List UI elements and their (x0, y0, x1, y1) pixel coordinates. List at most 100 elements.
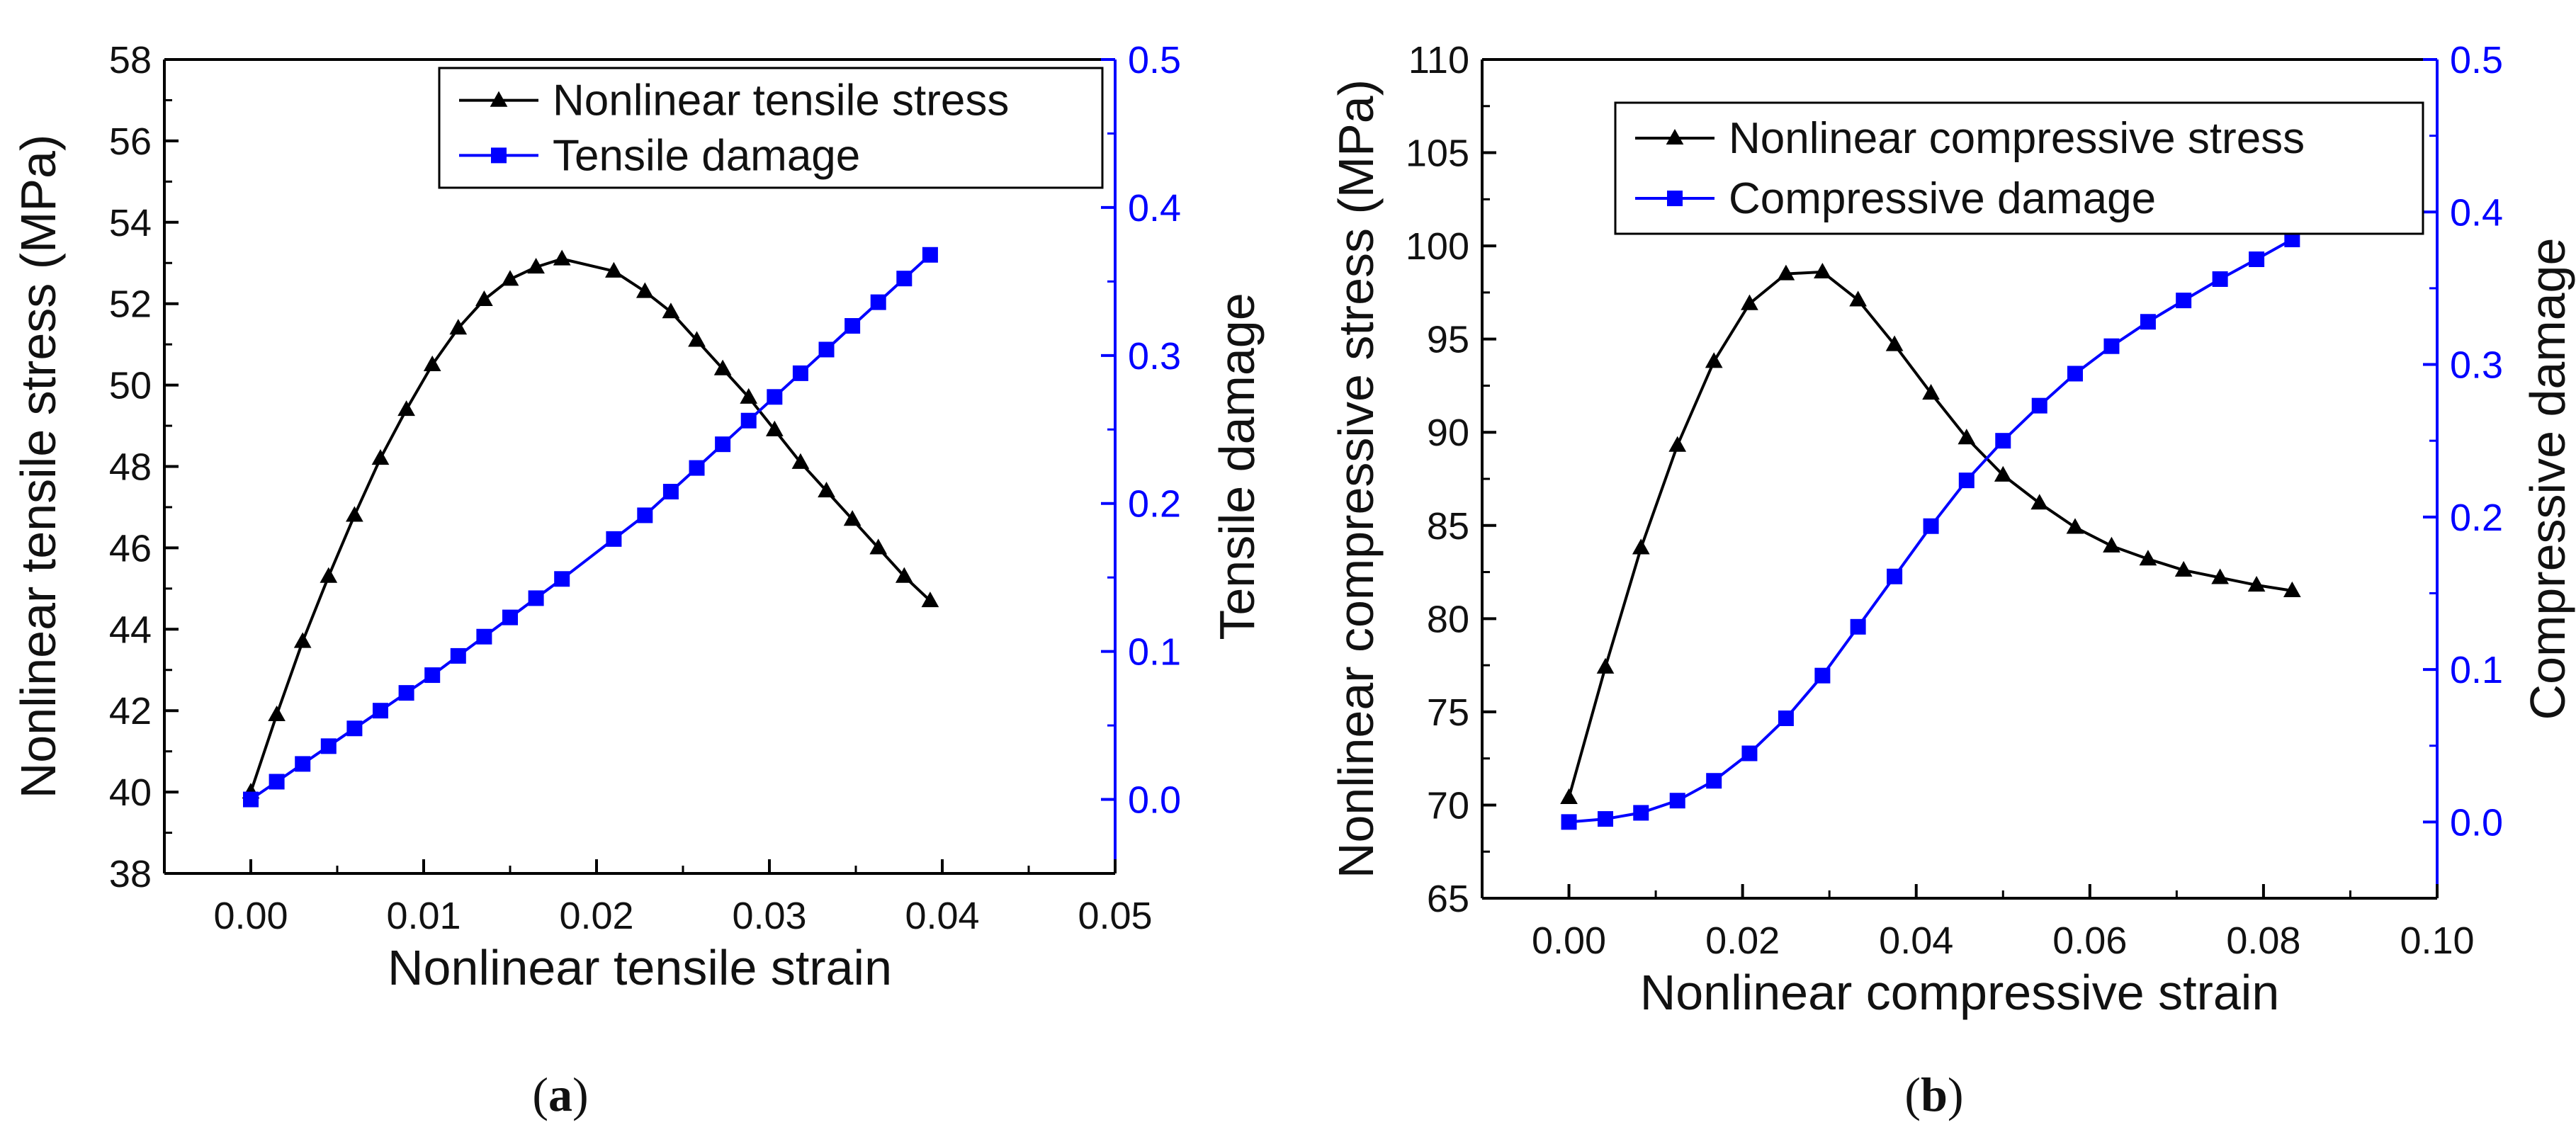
data-point-triangle (1885, 335, 1904, 351)
y-tick-label: 110 (1408, 39, 1469, 81)
y2-axis-title: Compressive damage (2520, 238, 2575, 720)
caption-paren-open: ( (1904, 1068, 1921, 1121)
data-point-triangle (1922, 383, 1940, 400)
data-point-square (1561, 814, 1577, 830)
data-point-square (269, 774, 285, 790)
x-tick-label: 0.08 (2226, 919, 2300, 962)
data-point-square (2067, 366, 2083, 382)
chart-a: 0.00 0.01 0.02 0.03 0.04 0.05 38 40 42 44 46 48 50 52… (11, 39, 1265, 1121)
data-point-triangle (688, 331, 706, 347)
data-point-square (502, 609, 518, 626)
y-tick-label: 52 (109, 283, 152, 326)
data-point-square (450, 647, 466, 664)
legend: Nonlinear tensile stress Tensile damage (438, 67, 1104, 189)
data-point-square (818, 341, 835, 358)
data-point-square (637, 507, 653, 523)
legend-marker-square (1667, 191, 1683, 207)
series-line (249, 257, 932, 793)
data-point-square (373, 703, 388, 719)
y-tick-label: 80 (1427, 598, 1469, 640)
y-tick-label: 58 (109, 39, 152, 81)
series-damage (1561, 232, 2300, 830)
data-point-triangle (1777, 264, 1795, 281)
data-point-square (554, 571, 570, 587)
data-point-triangle (1596, 657, 1615, 674)
data-point-triangle (527, 257, 545, 274)
y-tick-label: 56 (109, 120, 152, 163)
y2-tick-label: 0.1 (1128, 631, 1181, 674)
data-point-square (606, 531, 622, 547)
x-axis-title: Nonlinear compressive strain (1640, 965, 2280, 1020)
data-point-triangle (1814, 262, 1831, 279)
data-point-square (320, 738, 337, 754)
x-tick-label: 0.03 (732, 895, 806, 937)
data-point-square (2212, 271, 2228, 287)
data-point-triangle (371, 449, 390, 465)
data-point-triangle (397, 400, 415, 417)
data-point-square (2103, 338, 2120, 354)
data-point-triangle (268, 705, 286, 722)
series-stress (242, 249, 939, 799)
y-tick-label: 70 (1427, 784, 1469, 827)
data-point-triangle (320, 567, 338, 583)
data-point-triangle (921, 592, 939, 608)
data-point-square (2176, 293, 2192, 309)
data-point-square (2031, 397, 2047, 414)
x-tick-label: 0.04 (1879, 919, 1953, 962)
y-tick-label: 85 (1427, 505, 1469, 548)
data-point-triangle (740, 387, 758, 404)
y-tick-label: 48 (109, 446, 152, 489)
y2-tick-label: 0.0 (2450, 801, 2503, 844)
caption-paren-close: ) (572, 1068, 589, 1121)
data-point-square (1923, 518, 1939, 534)
data-point-triangle (662, 302, 680, 319)
data-point-square (662, 484, 679, 500)
y-tick-label: 38 (109, 853, 152, 895)
data-point-square (1706, 773, 1722, 789)
y-tick-label: 100 (1406, 225, 1469, 268)
series-line (1567, 270, 2293, 798)
series-stress (1560, 262, 2301, 805)
x-tick-label: 0.06 (2052, 919, 2127, 962)
data-point-triangle (1668, 436, 1687, 452)
data-point-square (398, 685, 414, 701)
data-point-square (1598, 811, 1614, 827)
data-point-triangle (818, 481, 835, 498)
data-point-square (528, 590, 544, 606)
x-tick-label: 0.05 (1078, 895, 1152, 937)
caption-letter: b (1921, 1068, 1948, 1121)
data-point-triangle (1958, 429, 1976, 445)
data-point-triangle (2139, 550, 2157, 566)
x-axis-title: Nonlinear tensile strain (388, 940, 892, 995)
data-point-triangle (346, 506, 363, 522)
data-point-triangle (1849, 290, 1867, 307)
x-tick-label: 0.10 (2400, 919, 2474, 962)
y-tick-label: 54 (109, 202, 152, 244)
data-point-triangle (2283, 581, 2301, 597)
x-tick-label: 0.00 (213, 895, 288, 937)
data-point-square (715, 436, 731, 453)
data-point-triangle (713, 359, 732, 375)
data-point-triangle (2174, 560, 2193, 577)
data-point-square (424, 667, 441, 684)
data-point-triangle (1632, 538, 1650, 555)
data-point-square (1741, 745, 1758, 762)
data-point-triangle (2211, 568, 2229, 584)
data-point-square (792, 365, 808, 381)
data-point-triangle (1741, 294, 1758, 310)
data-point-triangle (553, 249, 571, 266)
series-damage (243, 247, 938, 808)
data-point-square (1850, 618, 1866, 635)
legend-label: Nonlinear compressive stress (1729, 114, 2305, 163)
data-point-triangle (1705, 352, 1723, 368)
data-point-triangle (605, 261, 623, 278)
data-point-square (1669, 793, 1685, 809)
legend-box (1614, 101, 2424, 235)
data-point-square (1887, 568, 1903, 584)
data-point-square (1814, 667, 1831, 684)
y2-axis-title: Tensile damage (1209, 293, 1265, 640)
data-point-triangle (2066, 518, 2084, 534)
legend-marker-triangle (1666, 128, 1684, 145)
y2-tick-label: 0.4 (2450, 191, 2503, 234)
data-point-square (870, 294, 886, 310)
